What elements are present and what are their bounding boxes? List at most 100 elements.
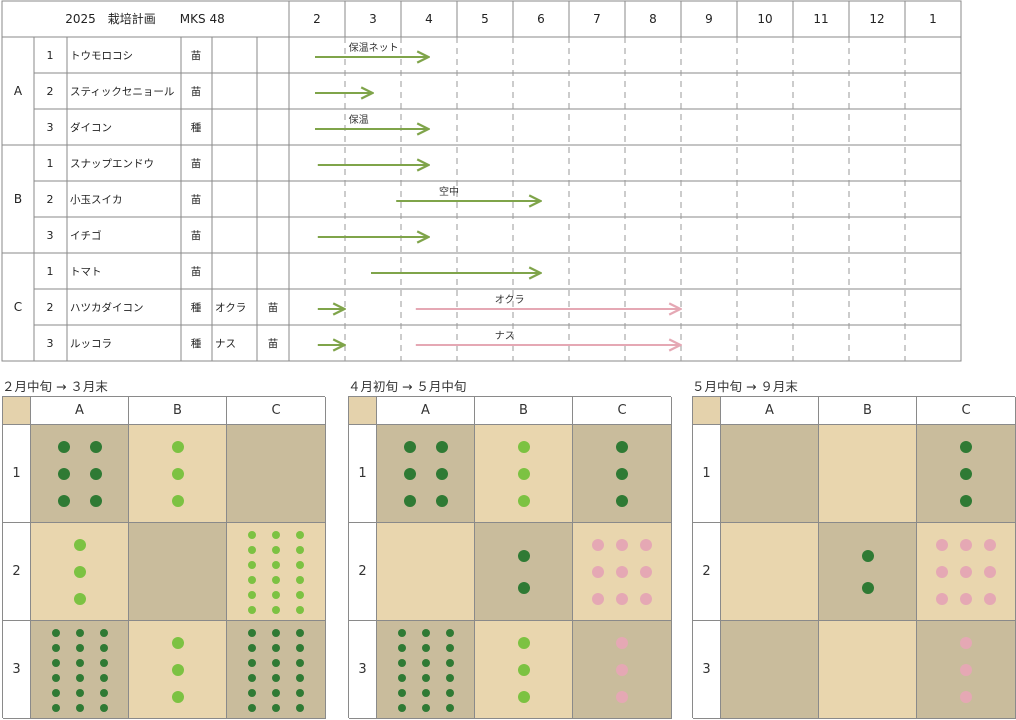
- plant-dot: [76, 643, 84, 652]
- bed-cell: [129, 425, 227, 523]
- crop-name: スティックセニョール: [70, 86, 174, 98]
- plant-dot: [616, 495, 628, 507]
- planting-type: 苗: [191, 230, 202, 242]
- plant-dot: [518, 691, 530, 703]
- crop-name: 小玉スイカ: [70, 194, 123, 206]
- bed-column-label: A: [721, 397, 819, 425]
- plant-dot: [422, 658, 430, 667]
- plant-dot: [404, 441, 416, 453]
- plant-dot: [446, 628, 454, 637]
- bed-column-label: C: [917, 397, 1016, 425]
- plant-dot: [248, 530, 256, 539]
- plant-dot: [172, 664, 184, 676]
- plant-dot: [76, 658, 84, 667]
- bed-cell: [31, 621, 129, 719]
- arrow-label: オクラ: [495, 294, 525, 306]
- plant-dot: [592, 593, 604, 605]
- chart-title: 2025 栽培計画 MKS 48: [65, 11, 224, 26]
- plant-dot: [960, 566, 972, 578]
- crop-name: スナップエンドウ: [70, 158, 154, 170]
- planting-type: 苗: [191, 266, 202, 278]
- bed-cell: [573, 621, 672, 719]
- plant-dot: [404, 468, 416, 480]
- bed-cell: [377, 621, 475, 719]
- plant-dot: [272, 628, 280, 637]
- month-label: 1: [929, 12, 937, 26]
- plant-dot: [58, 468, 70, 480]
- plant-dot: [518, 582, 530, 594]
- bed-row-label: 3: [3, 621, 31, 719]
- plant-dot: [960, 468, 972, 480]
- plant-dot: [984, 539, 996, 551]
- group-label: A: [14, 84, 23, 98]
- plant-dot: [518, 550, 530, 562]
- month-label: 5: [481, 12, 489, 26]
- succession-crop-name: ナス: [215, 338, 236, 350]
- plant-dot: [518, 468, 530, 480]
- plant-dot: [248, 545, 256, 554]
- bed-cell: [377, 523, 475, 621]
- plant-dot: [640, 593, 652, 605]
- bed-cell: [227, 523, 326, 621]
- bed-cell: [475, 425, 573, 523]
- bed-row-label: 1: [3, 425, 31, 523]
- plant-dot: [248, 688, 256, 697]
- phase-title: ５月中旬 → ９月末: [692, 379, 798, 394]
- plant-dot: [52, 688, 60, 697]
- bed-row-label: 1: [693, 425, 721, 523]
- plant-dot: [100, 688, 108, 697]
- plant-dot: [446, 673, 454, 682]
- month-label: 6: [537, 12, 545, 26]
- month-label: 10: [757, 12, 772, 26]
- plant-dot: [960, 495, 972, 507]
- plant-dot: [272, 545, 280, 554]
- plant-dot: [296, 575, 304, 584]
- plant-dot: [592, 539, 604, 551]
- planting-type: 種: [191, 337, 202, 350]
- planting-type: 苗: [191, 50, 202, 62]
- bed-column-label: B: [819, 397, 917, 425]
- month-label: 8: [649, 12, 657, 26]
- bed-cell: [917, 425, 1016, 523]
- plant-dot: [272, 643, 280, 652]
- plant-dot: [518, 637, 530, 649]
- planting-type: 苗: [191, 158, 202, 170]
- plant-dot: [100, 658, 108, 667]
- crop-name: ハツカダイコン: [70, 301, 144, 314]
- plant-dot: [296, 658, 304, 667]
- plant-dot: [52, 658, 60, 667]
- plant-dot: [640, 566, 652, 578]
- bed-cell: [31, 425, 129, 523]
- month-label: 12: [869, 12, 884, 26]
- plant-dot: [446, 688, 454, 697]
- plant-dot: [90, 441, 102, 453]
- plant-dot: [960, 593, 972, 605]
- arrow-label: 保温ネット: [349, 41, 399, 54]
- plant-dot: [76, 628, 84, 637]
- plant-dot: [248, 643, 256, 652]
- plant-dot: [422, 688, 430, 697]
- planting-type: 種: [191, 121, 202, 134]
- month-label: 11: [813, 12, 828, 26]
- plant-dot: [272, 605, 280, 614]
- plant-dot: [272, 530, 280, 539]
- crop-name: ダイコン: [70, 121, 112, 134]
- bed-cell: [721, 425, 819, 523]
- plant-dot: [422, 628, 430, 637]
- bed-column-label: A: [31, 397, 129, 425]
- plant-dot: [862, 550, 874, 562]
- row-number: 2: [47, 85, 54, 98]
- bed-cell: [377, 425, 475, 523]
- plant-dot: [518, 664, 530, 676]
- plant-dot: [936, 566, 948, 578]
- plant-dot: [960, 691, 972, 703]
- plant-dot: [296, 590, 304, 599]
- plant-dot: [404, 495, 416, 507]
- plant-dot: [52, 628, 60, 637]
- plant-dot: [436, 441, 448, 453]
- plant-dot: [616, 441, 628, 453]
- plant-dot: [52, 643, 60, 652]
- plant-dot: [248, 590, 256, 599]
